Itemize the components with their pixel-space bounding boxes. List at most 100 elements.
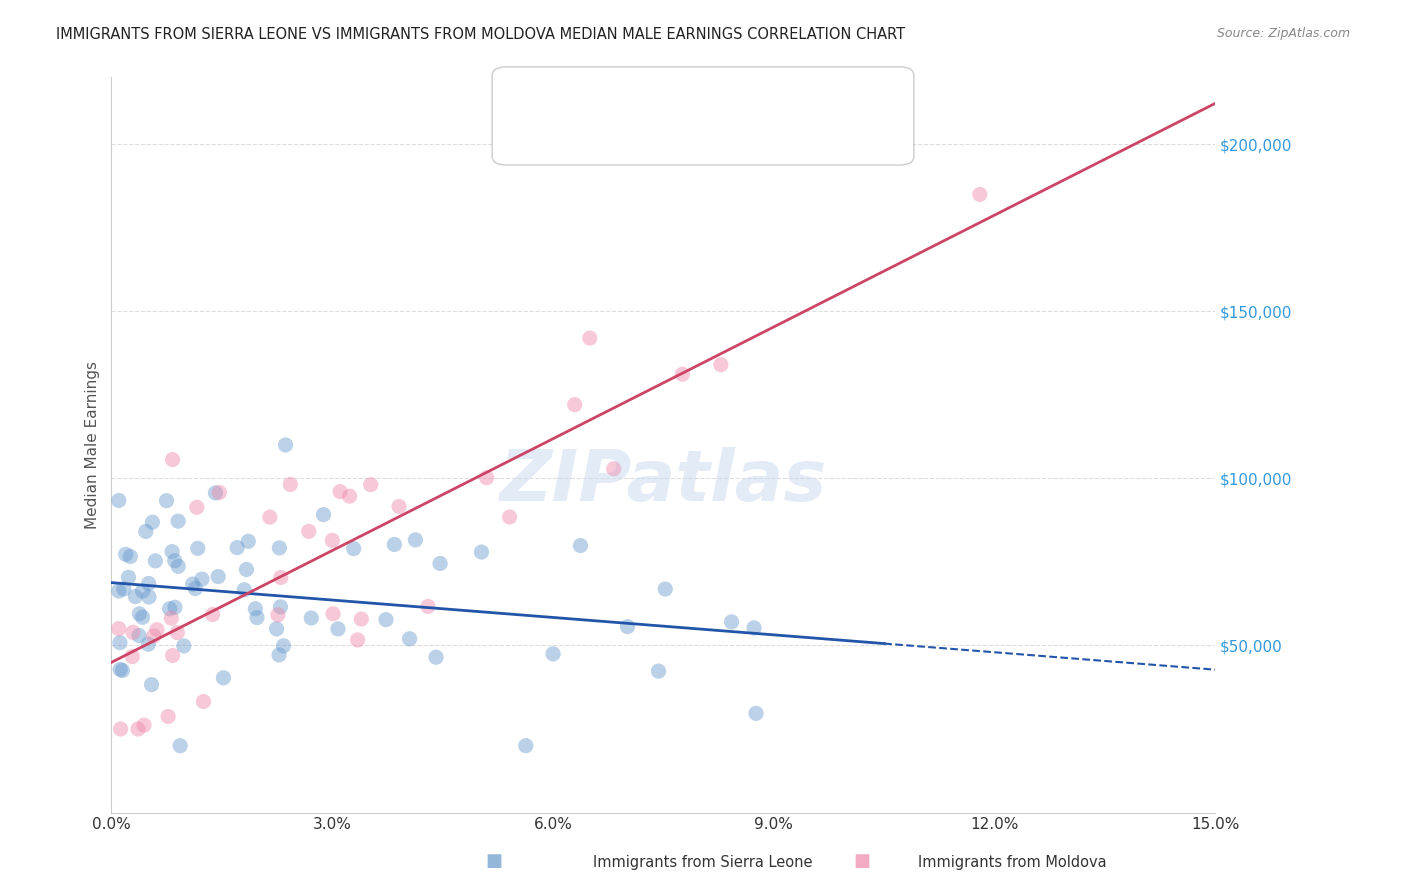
Point (212, 671, 235, 685)
Point (112, 582, 135, 596)
Text: ■: ■ (485, 852, 502, 870)
Point (132, 718, 155, 732)
Point (162, 648, 184, 663)
Point (326, 622, 349, 636)
Point (107, 584, 129, 599)
Point (187, 541, 209, 556)
Point (273, 639, 295, 653)
Point (167, 514, 190, 528)
Point (515, 739, 537, 753)
Point (578, 331, 600, 345)
Point (416, 599, 439, 614)
Text: R =  0.789   N = 39: R = 0.789 N = 39 (541, 121, 676, 136)
Point (270, 599, 292, 614)
Point (128, 628, 150, 642)
Point (375, 613, 398, 627)
Point (131, 584, 153, 599)
Point (745, 706, 768, 721)
Text: IMMIGRANTS FROM SIERRA LEONE VS IMMIGRANTS FROM MOLDOVA MEDIAN MALE EARNINGS COR: IMMIGRANTS FROM SIERRA LEONE VS IMMIGRAN… (56, 27, 905, 42)
Point (388, 500, 411, 514)
Point (124, 590, 146, 604)
Point (274, 438, 297, 452)
Point (163, 600, 186, 615)
Point (603, 462, 626, 476)
Point (157, 709, 180, 723)
Point (208, 485, 231, 500)
Point (270, 570, 292, 584)
Point (322, 607, 344, 621)
Point (114, 547, 136, 561)
Point (299, 611, 322, 625)
Point (110, 722, 132, 736)
Point (159, 601, 181, 615)
Point (269, 541, 291, 555)
Point (107, 622, 129, 636)
Text: ZIPatlas: ZIPatlas (499, 447, 827, 516)
Point (143, 554, 166, 568)
Point (245, 601, 267, 615)
Point (569, 539, 592, 553)
Point (564, 398, 586, 412)
Point (267, 648, 290, 662)
Point (142, 629, 165, 643)
Point (127, 722, 149, 736)
Point (191, 572, 214, 586)
Point (339, 489, 361, 503)
Point (108, 662, 131, 676)
Point (138, 576, 160, 591)
Text: Immigrants from Sierra Leone: Immigrants from Sierra Leone (593, 855, 813, 870)
Point (138, 637, 160, 651)
Point (207, 569, 229, 583)
Point (204, 486, 226, 500)
Point (233, 582, 256, 597)
Point (312, 508, 335, 522)
Point (146, 623, 169, 637)
Point (169, 739, 191, 753)
Point (541, 647, 564, 661)
Point (382, 537, 405, 551)
Point (404, 533, 426, 547)
Point (470, 545, 492, 559)
Point (329, 484, 352, 499)
Point (425, 650, 447, 665)
Point (259, 510, 281, 524)
Point (128, 607, 150, 621)
Point (343, 541, 366, 556)
Point (160, 611, 183, 625)
Text: ■: ■ (523, 95, 541, 114)
Point (117, 570, 139, 584)
Point (193, 694, 215, 708)
Text: R = -0.330   N = 69: R = -0.330 N = 69 (541, 92, 678, 106)
Point (654, 582, 676, 596)
Point (167, 559, 190, 574)
Point (131, 610, 153, 624)
Y-axis label: Median Male Earnings: Median Male Earnings (86, 361, 100, 529)
Point (498, 510, 520, 524)
Point (155, 493, 177, 508)
Point (710, 358, 733, 372)
Point (616, 620, 638, 634)
Text: ■: ■ (853, 852, 870, 870)
Point (360, 477, 382, 491)
Text: Source: ZipAtlas.com: Source: ZipAtlas.com (1216, 27, 1350, 40)
Point (278, 477, 301, 491)
Point (398, 632, 420, 646)
Text: Immigrants from Moldova: Immigrants from Moldova (918, 855, 1107, 870)
Point (135, 524, 157, 539)
Point (121, 649, 143, 664)
Point (181, 577, 204, 591)
Point (647, 664, 669, 678)
Point (141, 678, 163, 692)
Point (235, 562, 257, 576)
Point (969, 187, 991, 202)
Point (238, 534, 260, 549)
Point (108, 636, 131, 650)
Point (122, 625, 145, 640)
Point (138, 590, 160, 604)
Point (267, 607, 290, 622)
Point (107, 493, 129, 508)
Point (246, 610, 269, 624)
Point (120, 549, 142, 564)
Point (346, 632, 368, 647)
Text: ■: ■ (523, 125, 541, 144)
